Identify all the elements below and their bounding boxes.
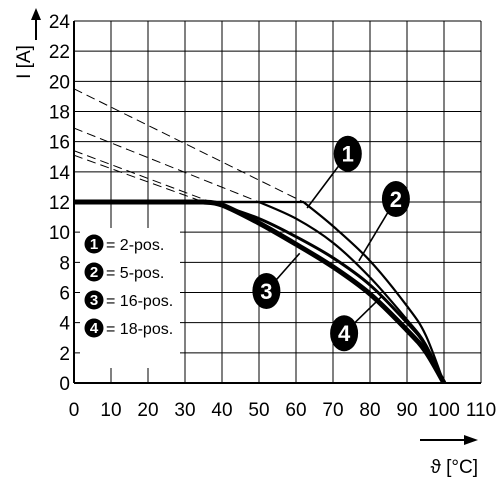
y-tick-label: 24 <box>49 12 71 33</box>
legend-badge-2 <box>84 262 104 282</box>
y-axis-label: I [A] <box>14 45 35 79</box>
callout-number-3: 3 <box>260 279 272 304</box>
y-tick-label: 10 <box>49 223 70 244</box>
derating-dashed-2 <box>74 127 260 203</box>
legend-badge-number-3: 3 <box>90 292 98 309</box>
callout-badge-1 <box>333 135 362 172</box>
x-tick-label: 60 <box>285 400 306 421</box>
y-tick-label: 20 <box>49 72 70 93</box>
legend-label-2: = 5-pos. <box>106 265 164 282</box>
legend-badge-3 <box>84 290 104 310</box>
x-tick-label: 80 <box>359 400 380 421</box>
x-tick-label: 110 <box>466 400 496 421</box>
x-tick-label: 0 <box>69 400 80 421</box>
x-tick-labels: 0 10 20 30 40 50 60 70 80 90 100 110 <box>69 400 496 421</box>
y-tick-label: 12 <box>49 193 70 214</box>
x-axis-label: ϑ [°C] <box>430 457 478 478</box>
derating-dashed-1 <box>74 88 304 203</box>
series-callouts: 1 2 3 4 <box>252 135 410 352</box>
y-axis-label-group: I [A] <box>14 8 41 79</box>
y-tick-label: 8 <box>59 253 70 274</box>
x-tick-label: 40 <box>211 400 232 421</box>
x-tick-label: 20 <box>137 400 158 421</box>
y-tick-label: 0 <box>59 374 70 395</box>
callout-number-4: 4 <box>338 321 351 346</box>
legend-badge-number-4: 4 <box>90 320 99 337</box>
y-tick-label: 4 <box>59 314 70 335</box>
derating-dashed-3 <box>74 150 212 203</box>
legend-badge-4 <box>84 318 104 338</box>
series-curves <box>74 199 447 383</box>
legend-badge-number-2: 2 <box>90 264 98 281</box>
callout-badge-2 <box>381 180 410 217</box>
x-tick-label: 10 <box>100 400 121 421</box>
callout-number-2: 2 <box>390 187 402 212</box>
y-axis-arrowhead <box>31 8 41 20</box>
callout-badge-4 <box>330 315 359 352</box>
y-tick-label: 16 <box>49 133 70 154</box>
legend: 1 = 2-pos. 2 = 5-pos. 3 = 16-pos. 4 = 18-pos. <box>80 228 180 368</box>
callout-badge-3 <box>252 272 281 309</box>
x-axis-label-group: ϑ [°C] <box>420 435 478 478</box>
series-curve-1 <box>74 200 446 383</box>
y-tick-label: 6 <box>59 284 70 305</box>
y-tick-label: 22 <box>49 42 70 63</box>
y-tick-label: 14 <box>49 163 71 184</box>
series-curve-2 <box>74 200 445 383</box>
x-tick-label: 30 <box>174 400 195 421</box>
callout-number-1: 1 <box>342 142 354 167</box>
x-tick-label: 90 <box>396 400 417 421</box>
legend-label-3: = 16-pos. <box>106 293 173 310</box>
y-tick-label: 18 <box>49 103 70 124</box>
y-tick-label: 2 <box>59 344 70 365</box>
x-tick-label: 70 <box>322 400 343 421</box>
legend-badge-1 <box>84 234 104 254</box>
legend-label-4: = 18-pos. <box>106 321 173 338</box>
legend-label-1: = 2-pos. <box>106 237 164 254</box>
x-tick-label: 100 <box>428 400 460 421</box>
x-tick-label: 50 <box>248 400 269 421</box>
derating-dashed-lines <box>74 88 304 203</box>
x-axis-arrowhead <box>464 435 478 445</box>
derating-dashed-4 <box>74 154 204 203</box>
legend-badge-number-1: 1 <box>90 236 98 253</box>
